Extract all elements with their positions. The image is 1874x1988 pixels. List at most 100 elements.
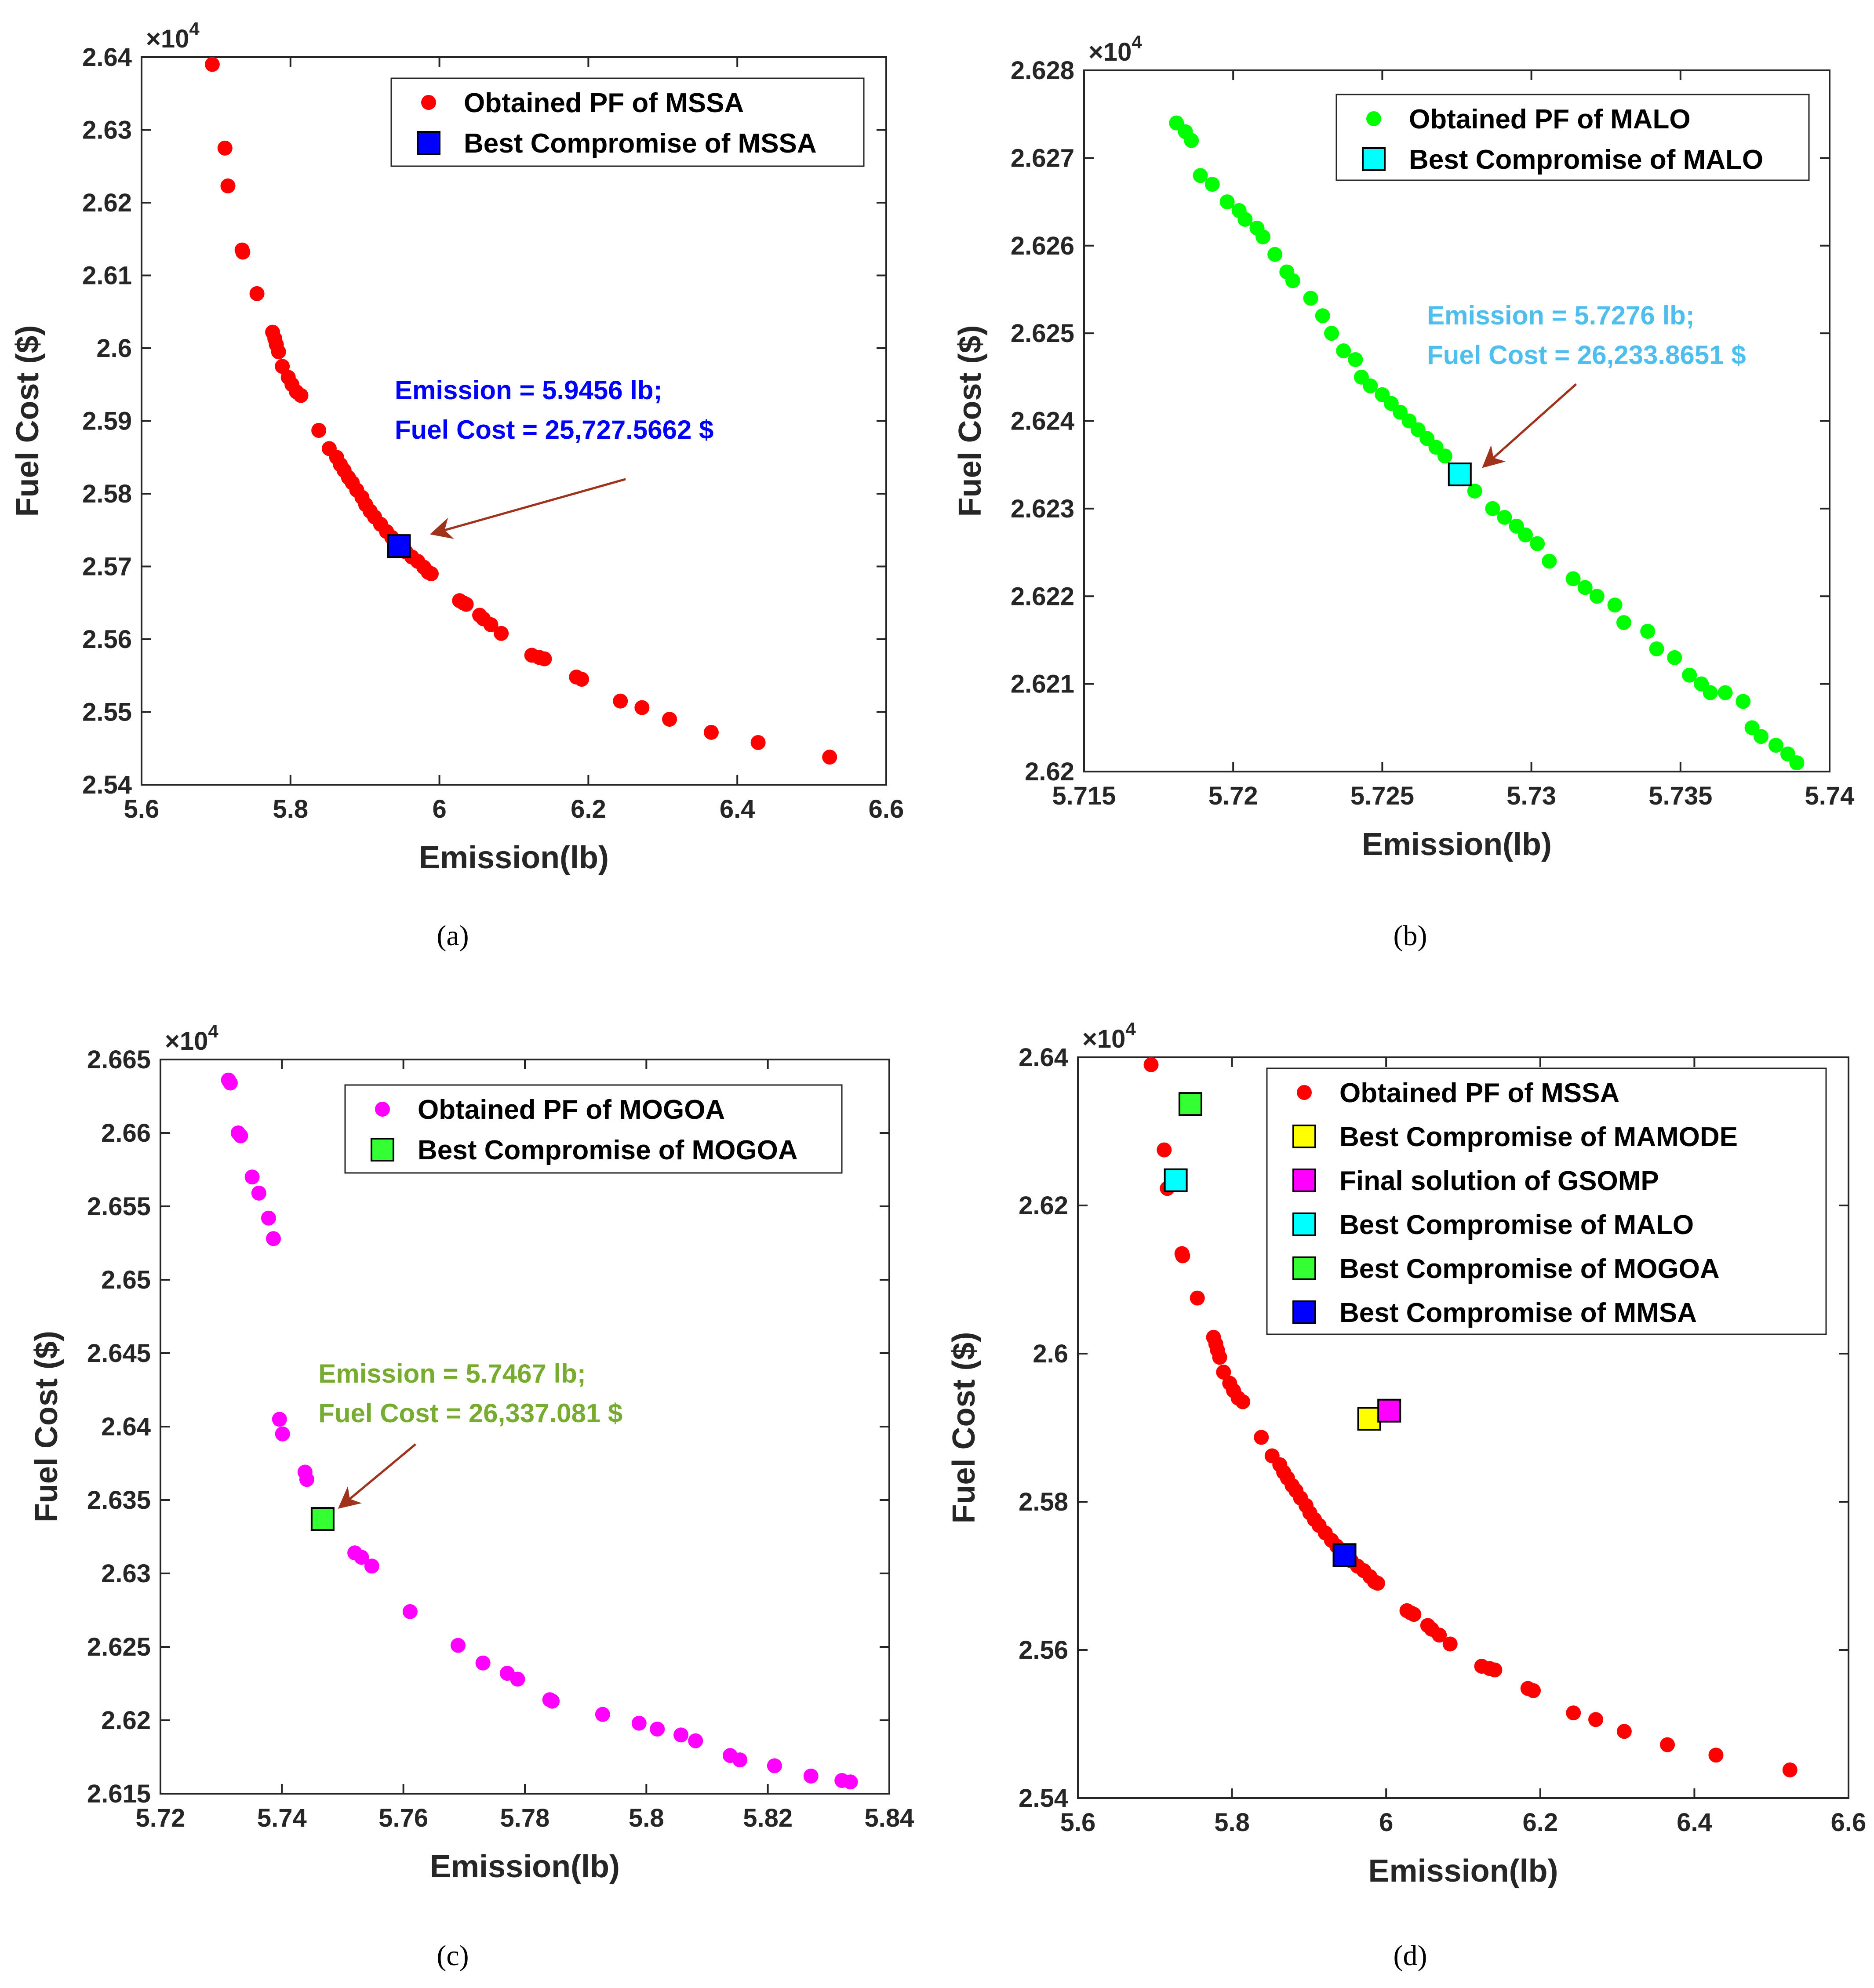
y-tick-label: 2.62 (1025, 757, 1074, 786)
x-tick-label: 6.2 (1522, 1808, 1558, 1837)
data-point (235, 244, 251, 260)
data-point (249, 286, 265, 301)
best-compromise-marker (1448, 462, 1472, 487)
y-axis-multiplier: ×104 (146, 18, 200, 53)
legend: Obtained PF of MSSA Best Compromise of MA… (1266, 1067, 1827, 1335)
data-point (1497, 510, 1512, 525)
x-tick-label: 6.4 (1677, 1808, 1712, 1837)
x-tick-label: 6.6 (869, 795, 904, 823)
x-tick-label: 5.78 (500, 1804, 550, 1832)
data-point (1768, 738, 1783, 753)
x-tick-label: 6 (432, 795, 446, 823)
x-tick-label: 5.82 (743, 1804, 793, 1832)
y-tick-label: 2.645 (87, 1339, 151, 1368)
y-tick-label: 2.627 (1011, 144, 1074, 172)
data-point (1649, 641, 1664, 656)
y-axis-multiplier-exponent: 4 (208, 1021, 218, 1041)
data-point (261, 1210, 276, 1226)
x-axis-label: Emission(lb) (419, 840, 609, 875)
legend: Obtained PF of MOGOA Best Compromise of M… (344, 1084, 843, 1174)
data-point (483, 617, 499, 632)
y-axis-multiplier: ×104 (1088, 32, 1142, 66)
data-point (574, 672, 589, 687)
data-point (233, 1128, 248, 1143)
x-tick-label: 5.84 (865, 1804, 914, 1832)
data-point (1143, 1057, 1159, 1072)
data-point (271, 344, 286, 360)
y-tick-label: 2.55 (82, 698, 132, 727)
data-point (1526, 1683, 1541, 1698)
x-tick-label: 5.74 (1805, 782, 1855, 810)
data-point (1708, 1748, 1724, 1763)
data-point (1432, 1628, 1447, 1643)
data-point (402, 1604, 418, 1619)
data-point (244, 1169, 260, 1185)
y-tick-label: 2.62 (82, 189, 132, 217)
annotation-arrow (1482, 383, 1577, 468)
data-point (750, 735, 766, 750)
legend-label: Best Compromise of MALO (1409, 145, 1763, 175)
data-point (1315, 308, 1330, 324)
data-point (1437, 448, 1452, 464)
data-point (634, 700, 650, 715)
data-point (1175, 1248, 1190, 1263)
y-tick-label: 2.628 (1011, 56, 1074, 85)
best-compromise-marker (387, 534, 411, 558)
legend-label: Obtained PF of MSSA (1339, 1078, 1619, 1108)
data-point (1193, 168, 1208, 183)
data-point (662, 712, 677, 727)
y-tick-label: 2.615 (87, 1780, 151, 1808)
data-point (458, 597, 474, 612)
legend: Obtained PF of MSSA Best Compromise of MS… (390, 77, 865, 167)
data-point (1255, 229, 1271, 244)
data-point (1667, 650, 1682, 665)
data-point (220, 178, 236, 193)
y-tick-label: 2.62 (101, 1706, 151, 1735)
y-tick-label: 2.65 (101, 1266, 151, 1294)
data-point (1204, 177, 1220, 192)
y-axis-multiplier: ×104 (1082, 1019, 1136, 1053)
x-tick-label: 6.6 (1831, 1808, 1867, 1837)
data-point (595, 1707, 610, 1722)
annotation-text: Fuel Cost = 26,233.8651 $ (1427, 340, 1746, 370)
data-point (1467, 484, 1482, 499)
data-point (423, 566, 439, 582)
y-axis-label: Fuel Cost ($) (10, 325, 45, 517)
y-axis-label: Fuel Cost ($) (946, 1332, 982, 1523)
legend-marker (1362, 147, 1386, 171)
x-axis-label: Emission(lb) (1368, 1853, 1558, 1889)
annotation-text: Emission = 5.7276 lb; (1427, 301, 1695, 330)
x-tick-label: 6.2 (571, 795, 606, 823)
data-point (1267, 247, 1283, 262)
data-point (1682, 667, 1697, 683)
data-point (1348, 352, 1363, 367)
data-point (732, 1752, 748, 1768)
x-tick-label: 5.6 (124, 795, 160, 823)
best-compromise-marker (1164, 1168, 1188, 1192)
data-point (266, 1231, 281, 1246)
data-point (1616, 1724, 1632, 1739)
panel-caption: (a) (437, 920, 469, 952)
legend-marker (1297, 1085, 1312, 1100)
data-point (1285, 273, 1300, 288)
x-tick-label: 6.4 (720, 795, 755, 823)
data-point (275, 359, 290, 374)
data-point (1442, 1636, 1458, 1652)
data-point (1660, 1737, 1675, 1752)
y-axis-multiplier-exponent: 4 (189, 18, 200, 39)
legend: Obtained PF of MALO Best Compromise of MA… (1335, 94, 1810, 181)
data-point (251, 1185, 266, 1201)
y-axis-multiplier-exponent: 4 (1125, 1019, 1136, 1039)
data-point (1782, 1762, 1798, 1777)
y-tick-label: 2.58 (82, 480, 132, 508)
legend-marker (375, 1102, 390, 1117)
data-point (631, 1715, 647, 1731)
y-tick-label: 2.62 (1019, 1191, 1068, 1220)
x-tick-label: 5.715 (1052, 782, 1116, 810)
y-tick-label: 2.6 (96, 334, 132, 363)
legend-label: Obtained PF of MSSA (464, 88, 744, 118)
x-tick-label: 5.76 (378, 1804, 428, 1832)
data-point (803, 1768, 819, 1784)
legend-marker (1292, 1125, 1316, 1148)
